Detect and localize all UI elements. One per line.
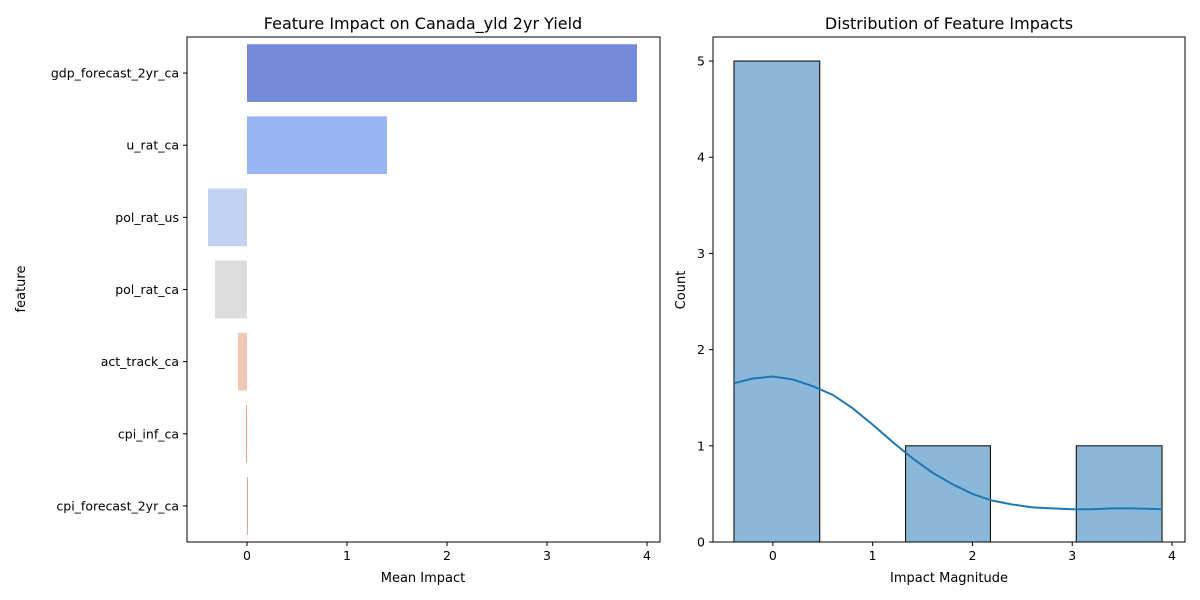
y-tick-label: u_rat_ca: [126, 138, 179, 153]
y-tick-label: pol_rat_us: [115, 210, 179, 225]
y-tick-label: gdp_forecast_2yr_ca: [51, 66, 179, 81]
x-tick-label: 1: [343, 548, 351, 563]
bar-pol_rat_us: [208, 188, 247, 247]
chart1-bars: [208, 44, 637, 535]
y-tick-label: 0: [697, 535, 705, 550]
y-tick-label: cpi_inf_ca: [118, 426, 179, 441]
chart1-title: Feature Impact on Canada_yld 2yr Yield: [264, 14, 582, 34]
impact-distribution-chart: Distribution of Feature Impacts 0 1 2 3 4 5 0…: [674, 14, 1186, 586]
bar-u_rat_ca: [247, 116, 387, 175]
chart2-y-axis-label: Count: [674, 271, 689, 310]
y-tick-label: 3: [697, 246, 705, 261]
x-tick-label: 2: [443, 548, 451, 563]
x-tick-label: 1: [869, 548, 877, 563]
chart2-y-ticks: 0 1 2 3 4 5: [697, 54, 713, 550]
bar-act_track_ca: [238, 332, 247, 391]
chart2-title: Distribution of Feature Impacts: [825, 14, 1073, 33]
x-tick-label: 0: [243, 548, 251, 563]
x-tick-label: 4: [643, 548, 651, 563]
chart2-plot-frame: [712, 36, 1186, 543]
x-tick-label: 2: [968, 548, 976, 563]
feature-impact-chart: Feature Impact on Canada_yld 2yr Yield g…: [14, 14, 661, 586]
histogram-bin-2: [905, 445, 991, 543]
x-tick-label: 3: [1068, 548, 1076, 563]
chart1-x-axis-label: Mean Impact: [381, 571, 466, 586]
y-tick-label: 2: [697, 342, 705, 357]
chart1-x-ticks: 0 1 2 3 4: [243, 542, 651, 563]
x-tick-label: 4: [1168, 548, 1176, 563]
y-tick-label: 5: [697, 54, 705, 69]
x-tick-label: 3: [543, 548, 551, 563]
y-tick-label: 4: [697, 150, 705, 165]
y-tick-label: cpi_forecast_2yr_ca: [56, 498, 179, 513]
bar-pol_rat_ca: [215, 260, 247, 319]
bar-cpi_inf_ca: [246, 404, 247, 463]
y-tick-label: 1: [697, 438, 705, 453]
chart1-plot-frame: [186, 36, 661, 543]
kde-line: [733, 375, 1163, 511]
x-tick-label: 0: [769, 548, 777, 563]
bar-cpi_forecast_2yr_ca: [247, 477, 248, 535]
bar-gdp_forecast_2yr_ca: [247, 44, 637, 102]
chart1-y-ticks: gdp_forecast_2yr_ca u_rat_ca pol_rat_uspol…: [51, 66, 187, 513]
histogram-bin-0: [733, 60, 821, 543]
y-tick-label: pol_rat_ca: [115, 282, 179, 297]
chart2-x-axis-label: Impact Magnitude: [890, 571, 1008, 586]
chart2-x-ticks: 0 1 2 3 4: [769, 542, 1176, 563]
chart2-bars: [733, 60, 1163, 543]
chart1-y-axis-label: feature: [14, 266, 29, 313]
y-tick-label: act_track_ca: [101, 354, 179, 369]
histogram-bin-4: [1075, 445, 1163, 543]
